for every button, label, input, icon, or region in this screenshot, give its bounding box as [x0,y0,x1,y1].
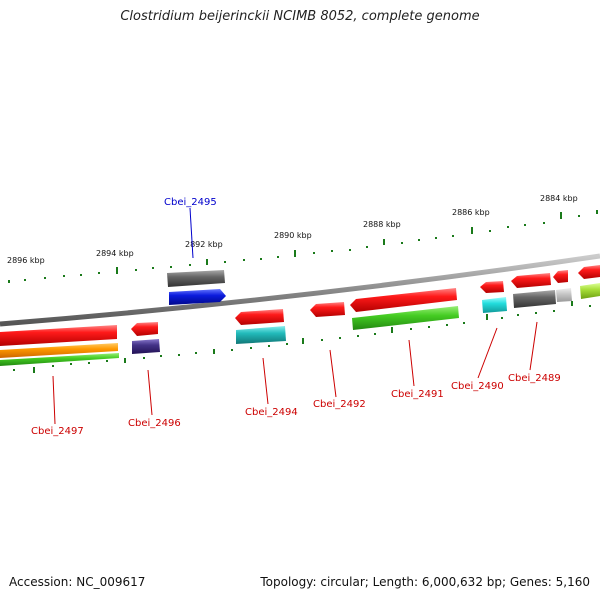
map-title: Clostridium beijerinckii NCIMB 8052, com… [120,9,480,24]
gene-cbei2497-arrow[interactable] [0,325,117,346]
ruler-label-2894: 2894 kbp [96,249,134,258]
gene-cbei2491-arrow[interactable] [350,288,457,312]
gene-cbei2489-arrow[interactable] [511,273,551,288]
gene-cbei2496-purple[interactable] [132,339,160,354]
label-cbei2496[interactable]: Cbei_2496 [128,418,181,429]
ruler-label-2886: 2886 kbp [452,208,490,217]
gene-cbei2494-arrow[interactable] [235,309,284,325]
callout-cbei2489 [529,321,538,371]
gene-cbei2490-arrow[interactable] [480,281,504,293]
inner-ruler-dots [13,301,591,373]
gene-cbei2492-arrow[interactable] [310,302,345,317]
genome-stats-text: Topology: circular; Length: 6,000,632 bp… [260,575,590,589]
callout-cbei2492 [329,349,337,398]
ruler-label-2892: 2892 kbp [185,240,223,249]
gene-cbei2494-teal[interactable] [236,326,286,344]
gene-cbei2495-arrow[interactable] [169,289,226,305]
callout-cbei2494 [262,357,269,405]
ruler-label-2884: 2884 kbp [540,194,578,203]
gene-cbei2488-arrow[interactable] [553,270,568,283]
gene-cbei2489-gray[interactable] [513,290,556,308]
label-cbei2495[interactable]: Cbei_2495 [164,197,217,208]
gene-labels: Cbei_2495 Cbei_2497 Cbei_2496 Cbei_2494 … [31,197,561,437]
gene-cbei2490-cyan[interactable] [482,297,507,313]
outer-strand-genes [167,265,600,305]
callout-cbei2496 [147,369,153,416]
label-cbei2497[interactable]: Cbei_2497 [31,426,84,437]
ruler-label-2888: 2888 kbp [363,220,401,229]
gene-cbei2497-orange[interactable] [0,343,118,358]
callout-cbei2490 [477,327,498,379]
label-cbei2491[interactable]: Cbei_2491 [391,389,444,400]
gene-cbei2495-gray-block[interactable] [167,270,225,287]
callout-cbei2491 [408,339,415,387]
callout-lines [52,207,538,425]
label-cbei2494[interactable]: Cbei_2494 [245,407,298,418]
ruler-label-2896: 2896 kbp [7,256,45,265]
callout-cbei2497 [52,375,56,425]
gene-edge-lime[interactable] [580,283,600,299]
gene-cbei2497-green[interactable] [0,353,119,366]
label-cbei2490[interactable]: Cbei_2490 [451,381,504,392]
outer-ruler-dots [8,210,598,283]
genome-backbone [0,253,600,327]
callout-cbei2495 [189,207,194,259]
kbp-labels: 2896 kbp 2894 kbp 2892 kbp 2890 kbp 2888… [7,194,578,265]
gene-edge-arrow[interactable] [578,265,600,279]
gene-lightgray-block[interactable] [556,288,572,302]
accession-text: Accession: NC_009617 [9,575,146,589]
label-cbei2492[interactable]: Cbei_2492 [313,399,366,410]
label-cbei2489[interactable]: Cbei_2489 [508,373,561,384]
inner-strand-genes [0,283,600,366]
ruler-label-2890: 2890 kbp [274,231,312,240]
gene-cbei2496-arrow[interactable] [131,322,158,336]
gene-cbei2491-green[interactable] [352,306,459,330]
